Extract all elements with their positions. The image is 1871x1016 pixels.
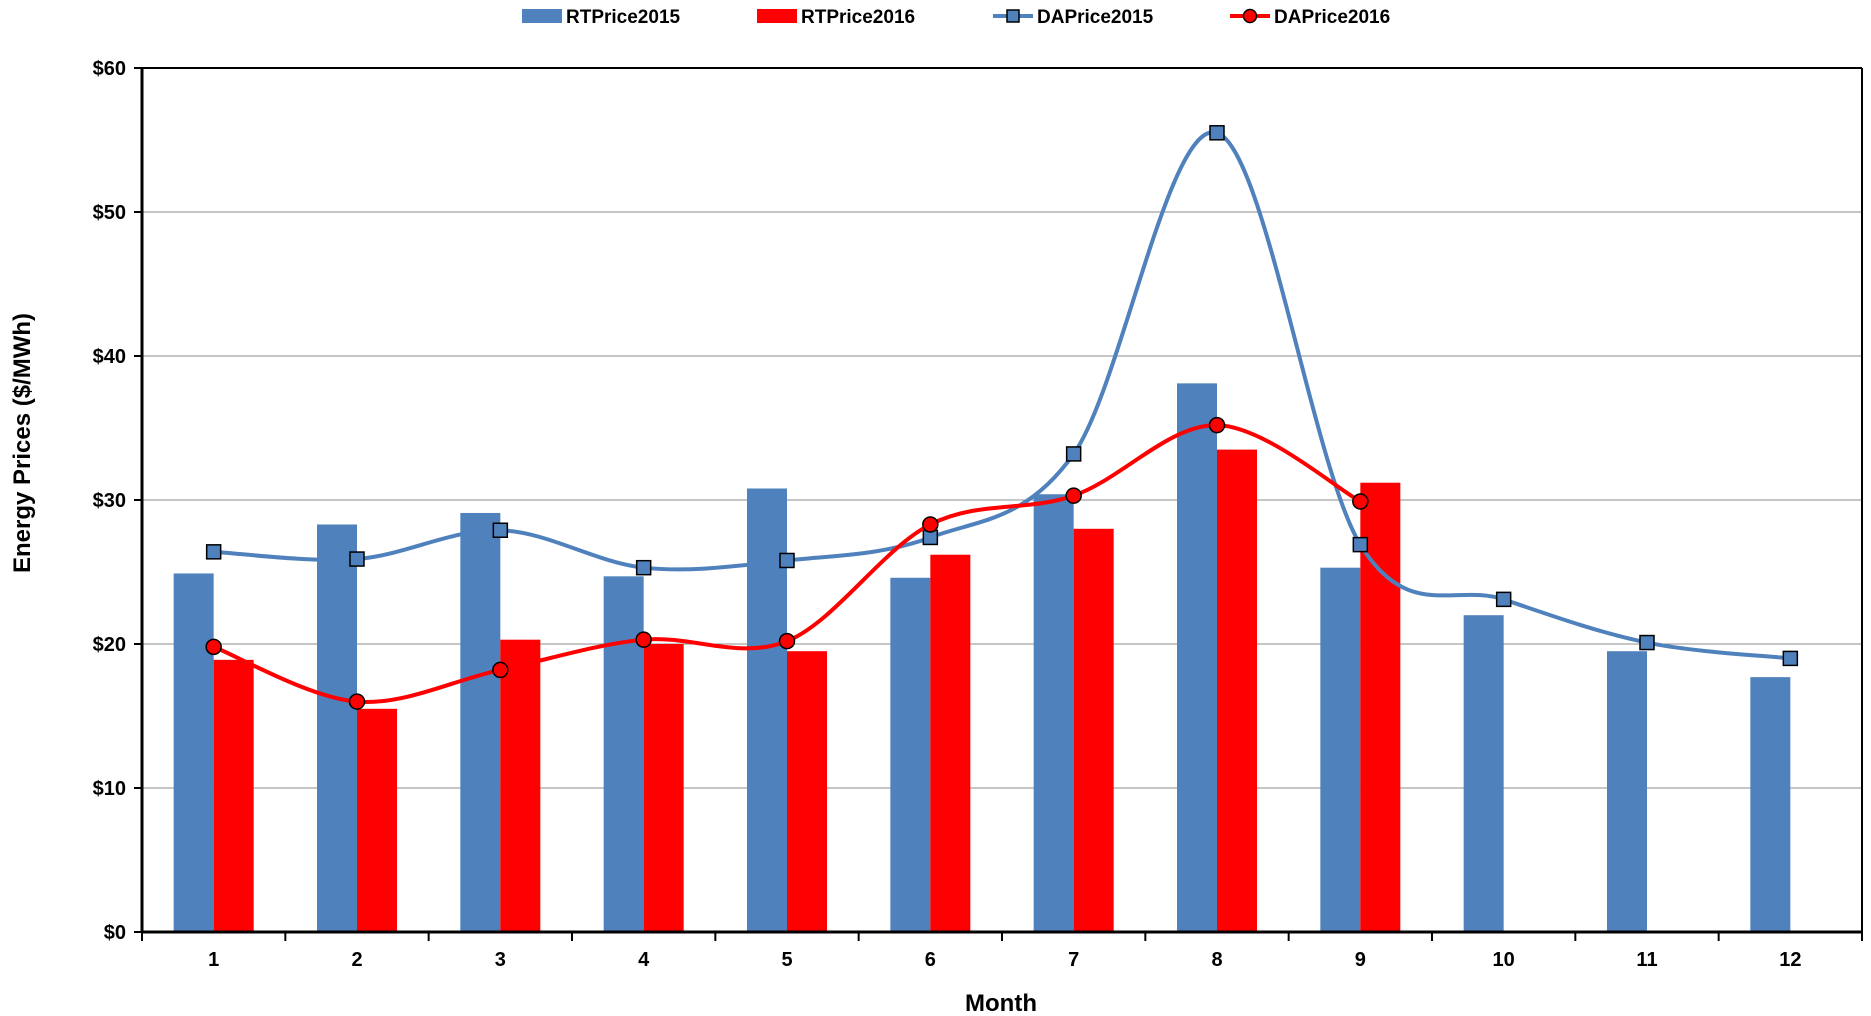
x-tick-label: 3 bbox=[495, 949, 506, 971]
legend-label-rtprice2015: RTPrice2015 bbox=[566, 7, 681, 28]
point-daprice2015-11 bbox=[1639, 634, 1655, 651]
y-tick-label: $50 bbox=[93, 202, 126, 224]
point-daprice2015-3 bbox=[492, 522, 509, 538]
point-daprice2015-10 bbox=[1495, 591, 1512, 608]
bar-rtprice2015-4 bbox=[603, 576, 644, 932]
x-tick-label: 2 bbox=[351, 949, 362, 971]
y-tick-label: $60 bbox=[93, 58, 126, 80]
point-daprice2015-5 bbox=[779, 552, 795, 569]
bar-rtprice2016-2 bbox=[357, 708, 397, 932]
point-daprice2015-4 bbox=[635, 559, 652, 576]
bar-rtprice2015-6 bbox=[890, 577, 931, 932]
legend-label-daprice2016: DAPrice2016 bbox=[1274, 7, 1390, 28]
x-tick-label: 11 bbox=[1636, 949, 1657, 971]
point-daprice2016-3 bbox=[492, 661, 509, 679]
y-axis-title: Energy Prices ($/MWh) bbox=[9, 313, 36, 573]
bar-rtprice2016-1 bbox=[213, 659, 254, 932]
x-tick-label: 9 bbox=[1355, 949, 1366, 971]
bar-rtprice2015-7 bbox=[1033, 494, 1074, 932]
point-daprice2016-8 bbox=[1208, 416, 1226, 434]
point-daprice2016-2 bbox=[348, 693, 366, 710]
point-daprice2015-12 bbox=[1782, 650, 1799, 667]
x-tick-label: 10 bbox=[1493, 949, 1515, 971]
point-daprice2015-2 bbox=[349, 551, 365, 567]
bar-rtprice2015-2 bbox=[317, 524, 357, 932]
legend: RTPrice2015 RTPrice2016 DAPrice2015 DAPrice… bbox=[522, 7, 1390, 28]
bar-rtprice2016-6 bbox=[930, 554, 971, 932]
y-tick-label: $20 bbox=[93, 634, 126, 656]
lines-layer bbox=[205, 125, 1799, 710]
point-daprice2016-4 bbox=[635, 631, 652, 648]
y-tick-label: $30 bbox=[93, 490, 126, 512]
bar-rtprice2015-1 bbox=[173, 573, 214, 932]
point-daprice2015-8 bbox=[1209, 125, 1225, 141]
point-daprice2015-9 bbox=[1352, 536, 1369, 553]
bar-rtprice2016-7 bbox=[1073, 528, 1114, 932]
legend-swatch-rtprice2016 bbox=[757, 9, 797, 23]
bar-rtprice2015-12 bbox=[1750, 677, 1791, 932]
bar-rtprice2016-3 bbox=[500, 639, 541, 932]
bar-rtprice2016-4 bbox=[643, 644, 684, 932]
x-tick-label: 6 bbox=[925, 949, 936, 971]
y-tick-label: $10 bbox=[93, 778, 126, 800]
x-tick-label: 8 bbox=[1211, 949, 1222, 971]
x-tick-label: 7 bbox=[1068, 949, 1079, 971]
point-daprice2016-9 bbox=[1352, 493, 1369, 510]
line-daprice2015 bbox=[213, 130, 1791, 661]
point-daprice2016-6 bbox=[922, 516, 939, 533]
bar-rtprice2015-8 bbox=[1177, 383, 1217, 932]
x-tick-label: 4 bbox=[638, 949, 650, 971]
bar-rtprice2015-11 bbox=[1607, 651, 1647, 932]
point-daprice2015-7 bbox=[1065, 446, 1082, 462]
bar-rtprice2015-3 bbox=[460, 512, 501, 932]
legend-marker-daprice2015 bbox=[1006, 9, 1020, 23]
legend-marker-daprice2016 bbox=[1242, 8, 1258, 24]
legend-label-daprice2015: DAPrice2015 bbox=[1037, 7, 1154, 28]
x-tick-label: 1 bbox=[208, 949, 219, 971]
x-tick-label: 12 bbox=[1779, 949, 1801, 971]
bar-rtprice2016-8 bbox=[1217, 449, 1257, 932]
bar-rtprice2016-5 bbox=[787, 651, 827, 932]
y-tick-label: $0 bbox=[104, 922, 126, 944]
point-daprice2016-1 bbox=[205, 638, 222, 656]
y-tick-label: $40 bbox=[93, 346, 126, 368]
legend-swatch-rtprice2015 bbox=[522, 9, 562, 23]
axes-layer: $0$10$20$30$40$50$601 2 3 4 5 6 7 8 9 10 11 12 bbox=[93, 58, 1863, 971]
point-daprice2016-5 bbox=[778, 632, 796, 650]
legend-label-rtprice2016: RTPrice2016 bbox=[801, 7, 915, 28]
grid-layer bbox=[142, 67, 1862, 789]
point-daprice2015-1 bbox=[205, 544, 222, 560]
bar-rtprice2015-9 bbox=[1320, 567, 1361, 932]
bars-layer bbox=[173, 383, 1791, 932]
x-tick-label: 5 bbox=[781, 949, 792, 971]
bar-rtprice2015-10 bbox=[1463, 615, 1504, 932]
point-daprice2016-7 bbox=[1065, 487, 1082, 504]
x-axis-title: Month bbox=[965, 990, 1037, 1016]
